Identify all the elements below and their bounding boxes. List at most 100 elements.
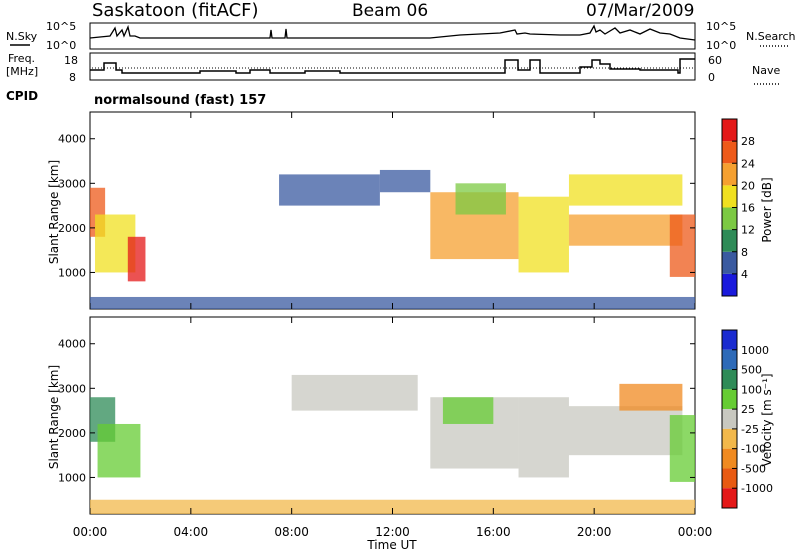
xtick-label-6: 00:00	[678, 525, 713, 539]
freq-tick-low: 8	[69, 71, 76, 84]
velocity-cbar-tick-4: -25	[741, 423, 759, 436]
power-panel: 1000 2000 3000 4000 Slant Range [km]	[47, 111, 696, 310]
noise-tick-low-right: 10^0	[706, 39, 736, 52]
velocity-data-regions	[90, 374, 695, 514]
power-colorbar: 4 8 12 16 20 24 28 Power [dB]	[721, 118, 774, 297]
velocity-colorbar-label: Velocity [m s⁻¹]	[760, 373, 774, 466]
velocity-ytick-label-1: 2000	[58, 427, 86, 440]
power-cbar-tick-3: 16	[741, 202, 755, 215]
power-region-11	[90, 296, 695, 309]
power-cbar-tick-2: 12	[741, 224, 755, 237]
power-ytick-label-2: 3000	[58, 177, 86, 190]
velocity-cbar-tick-1: 500	[741, 364, 762, 377]
velocity-panel: 1000 2000 3000 4000 Slant Range [km]	[47, 316, 696, 515]
power-region-3	[279, 174, 380, 206]
noise-tick-high-right: 10^5	[706, 20, 736, 33]
power-ytick-label-3: 4000	[58, 133, 86, 146]
velocity-ytick-label-0: 1000	[58, 471, 86, 484]
frequency-trace	[90, 58, 695, 74]
power-cbar-cell-1	[722, 251, 737, 274]
power-colorbar-label: Power [dB]	[760, 177, 774, 242]
nave-tick-high: 60	[708, 54, 722, 67]
noise-sky-trace	[89, 24, 696, 41]
power-region-10	[669, 214, 695, 277]
velocity-cbar-cell-4	[722, 409, 737, 429]
power-cbar-cell-3	[722, 207, 737, 230]
nave-label: Nave	[752, 64, 780, 77]
power-cbar-cell-7	[722, 119, 737, 142]
x-axis-label: Time UT	[366, 538, 417, 552]
velocity-ytick-label-3: 4000	[58, 338, 86, 351]
freq-unit-label: [MHz]	[6, 65, 38, 78]
power-region-9	[568, 174, 683, 206]
nsky-label: N.Sky	[6, 30, 38, 43]
velocity-cbar-tick-3: 25	[741, 403, 755, 416]
velocity-cbar-cell-8	[722, 488, 737, 508]
power-cbar-cell-6	[722, 141, 737, 164]
velocity-cbar-tick-5: -100	[741, 443, 766, 456]
xtick-label-5: 20:00	[577, 525, 612, 539]
xtick-label-0: 00:00	[73, 525, 108, 539]
velocity-colorbar: 1000 500 100 25 -25 -100 -500 -1000 Velocity [m…	[721, 329, 774, 509]
velocity-cbar-cell-5	[722, 428, 737, 449]
nave-tick-low: 0	[708, 71, 715, 84]
power-plot-frame	[89, 111, 696, 310]
power-ytick-label-0: 1000	[58, 266, 86, 279]
velocity-region-2	[291, 374, 418, 411]
xtick-label-3: 12:00	[375, 525, 410, 539]
velocity-cbar-cell-0	[722, 330, 737, 350]
power-ytick-label-1: 2000	[58, 222, 86, 235]
velocity-ytick-label-2: 3000	[58, 382, 86, 395]
power-cbar-tick-4: 20	[741, 179, 755, 192]
power-region-6	[455, 183, 506, 215]
velocity-ylabel: Slant Range [km]	[47, 365, 61, 469]
velocity-region-6	[568, 406, 683, 456]
power-cbar-tick-1: 8	[741, 246, 748, 259]
nsearch-label: N.Search	[746, 30, 796, 43]
power-y-ticks: 1000 2000 3000 4000	[58, 133, 695, 279]
power-cbar-cell-2	[722, 229, 737, 252]
power-cbar-cell-5	[722, 163, 737, 186]
xtick-label-1: 04:00	[174, 525, 209, 539]
velocity-region-4	[442, 397, 494, 424]
power-cbar-tick-0: 4	[741, 268, 748, 281]
power-region-2	[127, 236, 146, 282]
velocity-region-8	[669, 415, 695, 482]
power-cbar-cell-0	[722, 273, 737, 296]
velocity-cbar-tick-2: 100	[741, 383, 762, 396]
noise-panel: N.Sky 10^5 10^0 10^5 10^0 N.Search	[6, 20, 796, 52]
xtick-label-4: 16:00	[476, 525, 511, 539]
velocity-cbar-tick-6: -500	[741, 462, 766, 475]
freq-tick-high: 18	[64, 54, 78, 67]
velocity-region-9	[90, 499, 695, 514]
power-cbar-cell-4	[722, 185, 737, 208]
noise-tick-high-left: 10^5	[46, 20, 76, 33]
power-region-4	[379, 169, 431, 193]
velocity-region-1	[97, 423, 141, 478]
velocity-cbar-cell-2	[722, 369, 737, 390]
frequency-panel: Freq. [MHz] 18 8 60 0 Nave	[6, 52, 780, 85]
velocity-cbar-tick-7: -1000	[741, 482, 773, 495]
cpid-value: normalsound (fast) 157	[94, 93, 266, 108]
velocity-cbar-cell-7	[722, 468, 737, 489]
noise-tick-low-left: 10^0	[46, 39, 76, 52]
power-cbar-tick-6: 28	[741, 135, 755, 148]
date-title: 07/Mar/2009	[586, 1, 694, 21]
velocity-cbar-cell-6	[722, 448, 737, 469]
cpid-label: CPID	[6, 89, 38, 103]
freq-label: Freq.	[8, 52, 35, 65]
velocity-region-5	[518, 397, 569, 478]
power-region-8	[568, 214, 683, 246]
xtick-label-2: 08:00	[274, 525, 309, 539]
velocity-cbar-cell-3	[722, 389, 737, 410]
velocity-cbar-tick-0: 1000	[741, 344, 769, 357]
velocity-y-ticks: 1000 2000 3000 4000	[58, 338, 695, 484]
power-region-7	[518, 196, 569, 273]
power-data-regions	[90, 169, 695, 309]
beam-title: Beam 06	[352, 1, 428, 21]
power-ylabel: Slant Range [km]	[47, 160, 61, 264]
power-cbar-tick-5: 24	[741, 157, 755, 170]
velocity-cbar-cell-1	[722, 349, 737, 370]
time-axis-ticks: 00:00 04:00 08:00 12:00 16:00 20:00 00:00	[73, 112, 713, 539]
